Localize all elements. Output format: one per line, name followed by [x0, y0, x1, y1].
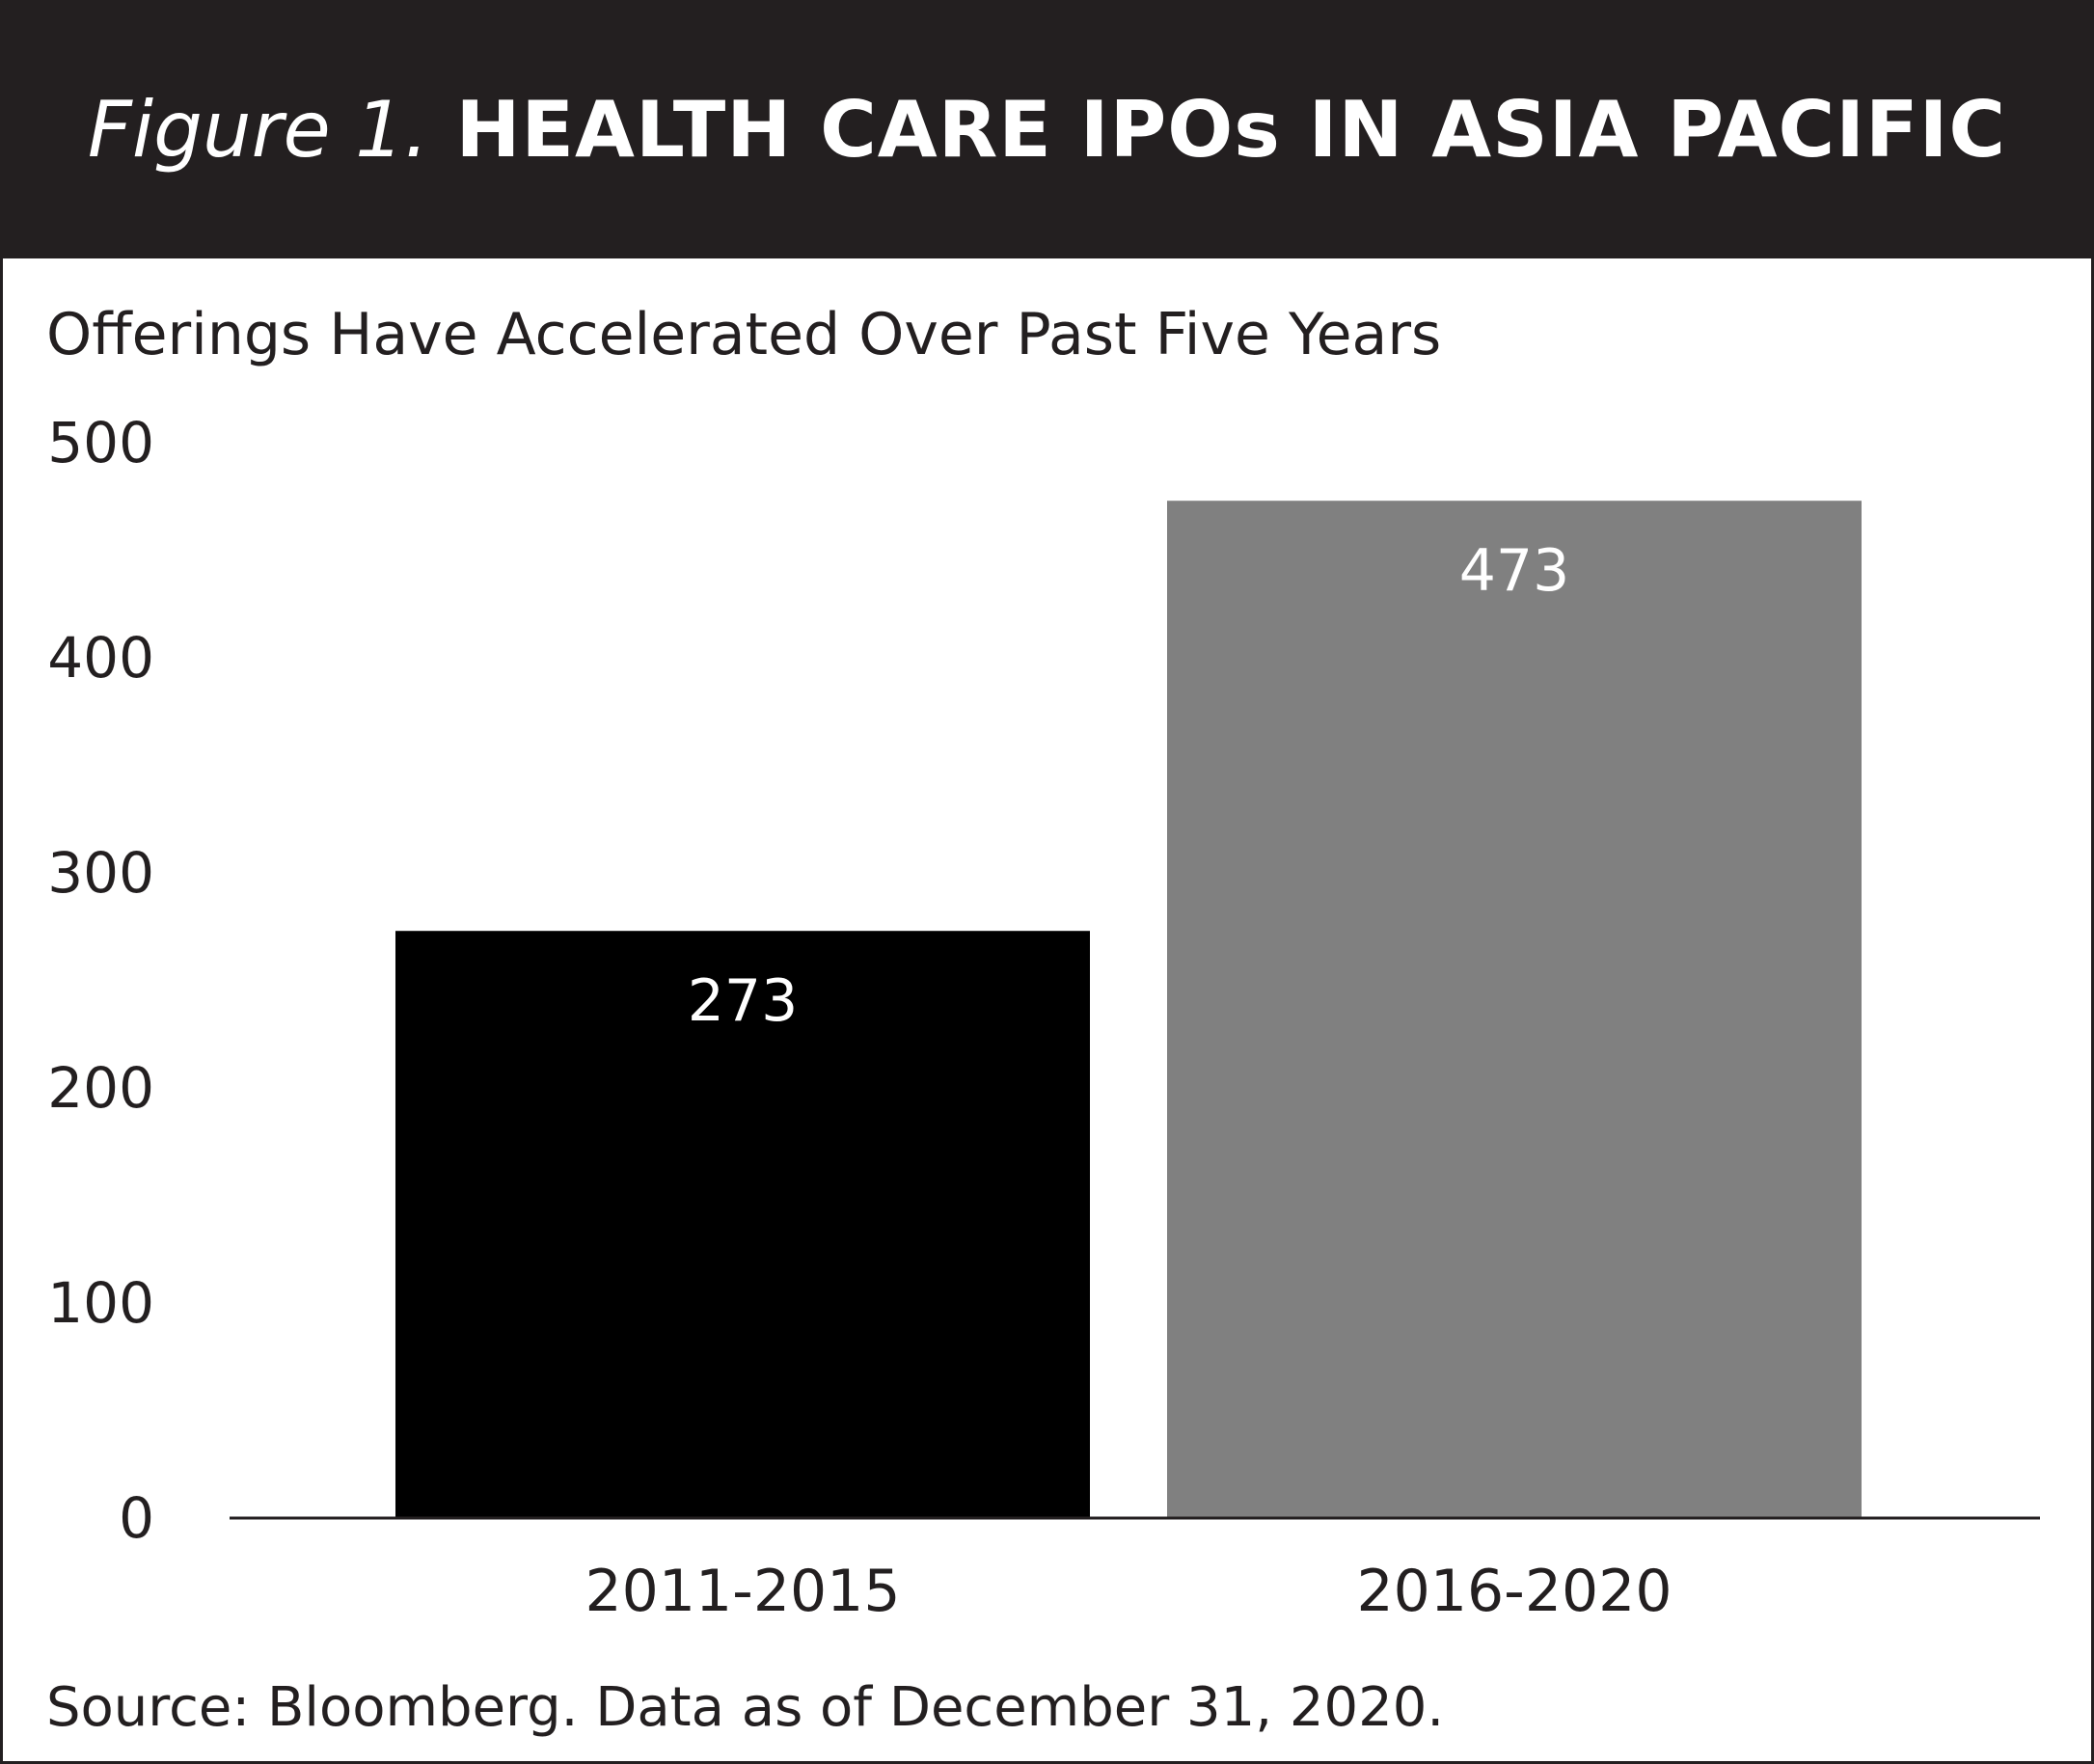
figure-header: Figure 1. HEALTH CARE IPOs IN ASIA PACIF… — [0, 0, 2094, 258]
bars-group: 273 473 — [395, 501, 1862, 1519]
y-tick-label: 200 — [47, 1055, 154, 1121]
y-tick-label: 400 — [47, 625, 154, 691]
x-category-label: 2016-2020 — [1356, 1558, 1672, 1625]
y-tick-label: 300 — [47, 840, 154, 906]
figure-title: HEALTH CARE IPOs IN ASIA PACIFIC — [455, 84, 2007, 175]
y-tick-label: 0 — [119, 1485, 154, 1551]
y-tick-label: 500 — [47, 410, 154, 475]
y-axis-ticks: 0 100 200 300 400 500 — [47, 410, 154, 1551]
figure-number: Figure 1. — [87, 84, 429, 175]
y-tick-label: 100 — [47, 1270, 154, 1336]
bar-value-label: 273 — [688, 967, 799, 1035]
bar-value-label: 473 — [1459, 537, 1570, 605]
source-note: Source: Bloomberg. Data as of December 3… — [46, 1676, 1445, 1739]
x-axis-categories: 2011-2015 2016-2020 — [585, 1558, 1672, 1625]
bar-2011-2015 — [395, 931, 1090, 1518]
bar-2016-2020 — [1167, 501, 1862, 1519]
x-category-label: 2011-2015 — [585, 1558, 900, 1625]
chart-subtitle: Offerings Have Accelerated Over Past Fiv… — [46, 301, 1442, 368]
